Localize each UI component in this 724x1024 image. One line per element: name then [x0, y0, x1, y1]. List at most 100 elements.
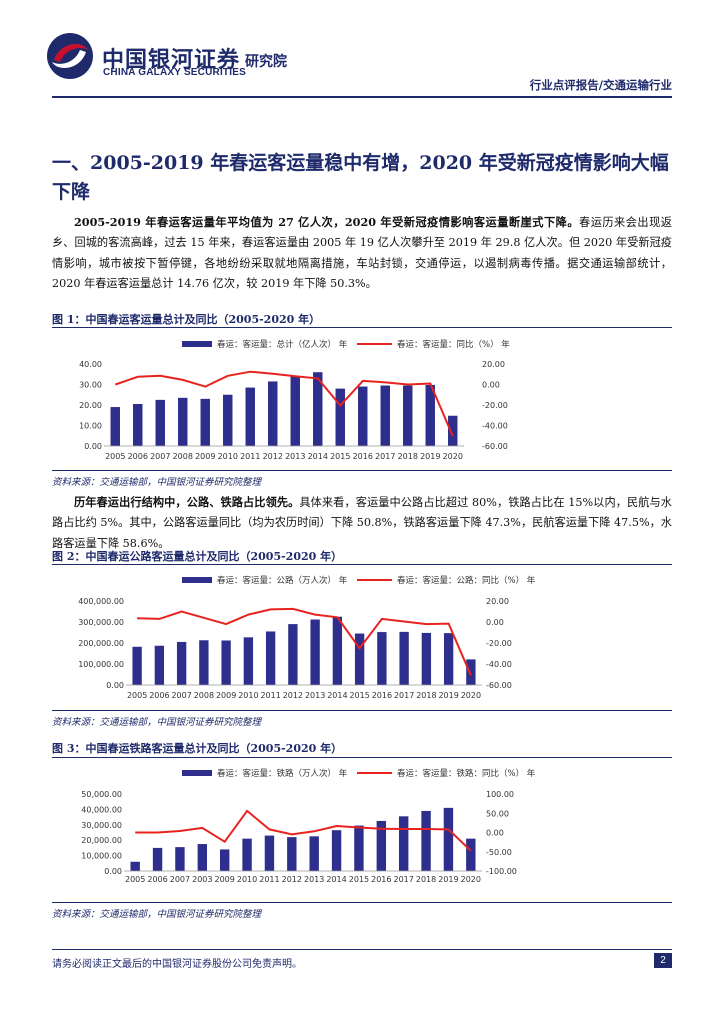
bar — [466, 838, 476, 871]
logo-chinese-name: 中国银河证券 — [102, 48, 241, 73]
x-axis-tick: 2019 — [438, 691, 458, 700]
figure-3-rule — [52, 757, 672, 758]
x-axis-tick: 2020 — [443, 452, 463, 461]
yoy-line — [137, 607, 472, 676]
figure-1-rule — [52, 327, 672, 328]
bar — [288, 624, 298, 685]
x-axis-tick: 2007 — [171, 691, 191, 700]
right-axis-tick: -50.00 — [486, 848, 512, 857]
x-axis-tick: 2014 — [326, 875, 346, 884]
left-axis-tick: 100,000.00 — [78, 660, 124, 669]
x-axis-tick: 2019 — [438, 875, 458, 884]
bar — [268, 381, 278, 446]
logo-institute: 研究院 — [245, 54, 287, 70]
x-axis-tick: 2012 — [263, 452, 283, 461]
report-type: 行业点评报告/交通运输行业 — [529, 78, 672, 92]
figure-1-source: 资料来源：交通运输部，中国银河证券研究院整理 — [52, 477, 262, 488]
footer-disclaimer: 请务必阅读正文最后的中国银河证券股份公司免责声明。 — [52, 959, 302, 970]
figure-3-bottom-rule — [52, 902, 672, 903]
x-axis-tick: 2017 — [375, 452, 395, 461]
legend-bar-label: 春运：客运量：公路（万人次） 年 — [217, 575, 348, 586]
figure-3-title: 图 3：中国春运铁路客运量总计及同比（2005-2020 年） — [52, 742, 343, 755]
figure-2-svg: 春运：客运量：公路（万人次） 年 春运：客运量：公路：同比（%） 年 0.00 100… — [78, 575, 536, 700]
right-axis-tick: -20.00 — [486, 639, 512, 648]
legend-line-label: 春运：客运量：铁路：同比（%） 年 — [397, 768, 536, 779]
x-axis-tick: 2015 — [349, 691, 369, 700]
right-axis-tick: 20.00 — [486, 597, 509, 606]
bar — [466, 659, 476, 685]
bar — [421, 632, 432, 685]
x-axis-tick: 2013 — [304, 875, 324, 884]
bar — [197, 844, 208, 871]
x-axis-tick: 2017 — [394, 875, 414, 884]
bar — [243, 637, 254, 685]
bar — [421, 810, 431, 871]
bar — [443, 807, 454, 871]
bar — [358, 386, 368, 446]
bar — [335, 388, 345, 446]
x-axis-tick: 2006 — [149, 691, 169, 700]
bar — [242, 838, 252, 871]
bar — [265, 631, 276, 685]
paragraph-2-lead: 历年春运出行结构中，公路、铁路占比领先。 — [74, 495, 300, 509]
paragraph-1-body: 春运历来会出现返乡、回城的客流高峰，过去 15 年来，春运客运量由 2005 年… — [52, 216, 672, 290]
bar — [223, 394, 233, 446]
left-axis-tick: 30.00 — [79, 381, 102, 390]
header-divider — [52, 96, 672, 98]
x-axis-tick: 2010 — [218, 452, 238, 461]
bar — [130, 861, 140, 871]
bar — [176, 641, 187, 685]
bar — [221, 640, 231, 685]
left-axis-tick: 20.00 — [79, 401, 102, 410]
page-header: 中国银河证券 CHINA GALAXY SECURITIES 研究院 行业点评报… — [0, 0, 724, 100]
bar — [380, 385, 390, 446]
left-axis-tick: 30,000.00 — [81, 821, 122, 830]
x-axis-tick: 2015 — [330, 452, 350, 461]
figure-2-chart: 春运：客运量：公路（万人次） 年 春运：客运量：公路：同比（%） 年 0.00 100… — [52, 568, 672, 708]
bar — [398, 816, 409, 871]
figure-1-title: 图 1：中国春运客运量总计及同比（2005-2020 年） — [52, 313, 321, 326]
figure-1-chart: 春运：客运量：总计（亿人次） 年 春运：客运量：同比（%） 年 0.00 10.00 2… — [52, 330, 672, 470]
left-axis-tick: 50,000.00 — [81, 790, 122, 799]
bar — [309, 836, 319, 871]
right-axis-tick: -60.00 — [486, 681, 512, 690]
paragraph-1: 2005-2019 年春运客运量年平均值为 27 亿人次，2020 年受新冠疫情… — [52, 212, 672, 294]
page-number: 2 — [654, 953, 672, 968]
x-axis-tick: 2006 — [128, 452, 148, 461]
bar — [399, 631, 409, 685]
bar — [199, 640, 209, 685]
paragraph-1-lead: 2005-2019 年春运客运量年平均值为 27 亿人次，2020 年受新冠疫情… — [74, 215, 580, 229]
logo-english-name: CHINA GALAXY SECURITIES — [103, 67, 246, 78]
figure-2-rule — [52, 564, 672, 565]
right-axis-tick: 100.00 — [486, 790, 514, 799]
bar — [178, 397, 188, 446]
left-axis-tick: 400,000.00 — [78, 597, 124, 606]
bar — [332, 616, 343, 685]
left-axis-tick: 0.00 — [104, 867, 122, 876]
x-axis-tick: 2020 — [461, 875, 481, 884]
legend-bar-swatch — [182, 341, 212, 347]
bar — [152, 847, 163, 871]
section-title: 一、2005-2019 年春运客运量稳中有增，2020 年受新冠疫情影响大幅下降 — [52, 152, 669, 203]
bar — [175, 847, 185, 871]
figure-1-svg: 春运：客运量：总计（亿人次） 年 春运：客运量：同比（%） 年 0.00 10.00 2… — [79, 339, 510, 461]
figure-1-bottom-rule — [52, 470, 672, 471]
bar — [155, 399, 165, 446]
x-axis-tick: 2018 — [416, 875, 436, 884]
right-axis-tick: 0.00 — [486, 618, 504, 627]
x-axis-tick: 2019 — [420, 452, 440, 461]
bar — [264, 835, 275, 871]
footer-divider — [52, 949, 672, 950]
left-axis-tick: 300,000.00 — [78, 618, 124, 627]
figure-3-chart: 春运：客运量：铁路（万人次） 年 春运：客运量：铁路：同比（%） 年 0.00 10,… — [52, 761, 672, 901]
bar — [132, 646, 142, 685]
x-axis-tick: 2006 — [147, 875, 167, 884]
bar — [310, 619, 320, 685]
bar — [290, 376, 300, 446]
right-axis-tick: -40.00 — [482, 422, 508, 431]
x-axis-tick: 2005 — [127, 691, 147, 700]
legend-bar-swatch — [182, 577, 212, 583]
legend-line-label: 春运：客运量：公路：同比（%） 年 — [397, 575, 536, 586]
x-axis-tick: 2011 — [259, 875, 279, 884]
figure-2-title: 图 2：中国春运公路客运量总计及同比（2005-2020 年） — [52, 550, 343, 563]
